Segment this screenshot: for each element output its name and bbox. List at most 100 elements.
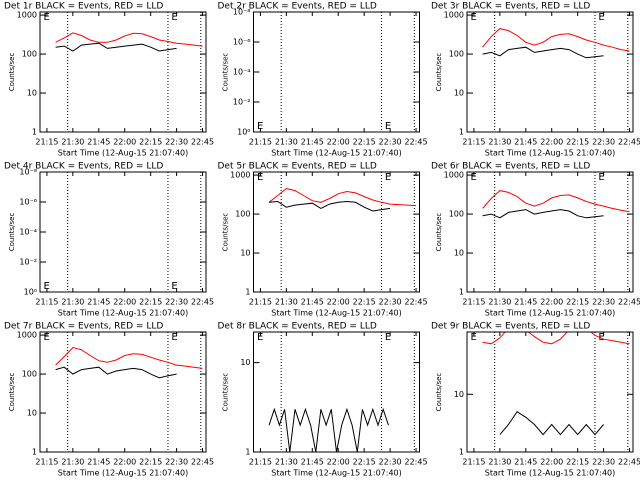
x-tick-label: 22:00 — [327, 298, 350, 307]
x-tick-label: 21:15 — [35, 298, 58, 307]
series-line — [55, 32, 203, 47]
panel-title: Det 8r BLACK = Events, RED = LLD — [218, 322, 377, 332]
x-tick-label: 22:30 — [592, 458, 615, 467]
y-tick-label: 10⁻⁶ — [19, 198, 37, 207]
x-tick-label: 22:00 — [327, 138, 350, 147]
panel: Det 9r BLACK = Events, RED = LLD Start Ti… — [431, 322, 640, 478]
panel: Det 2r BLACK = Events, RED = LLD Start Ti… — [218, 2, 428, 158]
panel-title: Det 2r BLACK = Events, RED = LLD — [218, 2, 377, 12]
series-line — [55, 346, 203, 369]
x-axis-label: Start Time (12-Aug-15 21:07:40) — [485, 149, 616, 158]
y-tick-label: 10 — [454, 249, 464, 258]
y-axis-label: Counts/sec — [435, 213, 443, 252]
x-tick-label: 21:30 — [488, 138, 511, 147]
y-axis-label: Counts/sec — [222, 53, 230, 92]
x-tick-label: 21:45 — [514, 138, 537, 147]
x-tick-label: 22:45 — [191, 458, 214, 467]
y-axis-label: Counts/sec — [8, 373, 16, 412]
x-tick-label: 21:15 — [462, 298, 485, 307]
event-marker: E — [470, 172, 476, 183]
event-marker: E — [598, 12, 604, 23]
y-tick-label: 10⁻⁶ — [233, 38, 251, 47]
event-marker: E — [43, 281, 49, 292]
plot-frame — [253, 171, 420, 293]
x-tick-label: 22:30 — [379, 138, 402, 147]
event-marker: E — [171, 12, 177, 23]
y-tick-label: 100 — [449, 210, 464, 219]
panel-title: Det 7r BLACK = Events, RED = LLD — [4, 322, 163, 332]
x-tick-label: 22:15 — [566, 298, 589, 307]
series-line — [482, 46, 604, 59]
y-tick-label: 1000 — [444, 11, 464, 20]
y-axis-label: Counts/sec — [8, 53, 16, 92]
y-tick-label: 10 — [240, 358, 250, 367]
y-tick-label: 10 — [27, 89, 37, 98]
plot-frame — [466, 331, 634, 453]
x-tick-label: 22:15 — [353, 298, 376, 307]
x-tick-label: 22:15 — [139, 298, 162, 307]
y-tick-label: 10⁻⁸ — [233, 8, 251, 17]
x-tick-label: 21:45 — [301, 458, 324, 467]
y-tick-label: 10 — [454, 390, 464, 399]
series-line — [482, 332, 630, 345]
x-tick-label: 22:00 — [540, 138, 563, 147]
x-tick-label: 22:15 — [566, 138, 589, 147]
event-marker: E — [171, 281, 177, 292]
x-tick-label: 21:45 — [301, 298, 324, 307]
x-axis-label: Start Time (12-Aug-15 21:07:40) — [271, 469, 402, 478]
x-tick-label: 21:30 — [275, 458, 298, 467]
x-tick-label: 22:30 — [165, 298, 188, 307]
y-axis-label: Counts/sec — [222, 213, 230, 252]
series-line — [482, 190, 630, 213]
y-tick-label: 10 — [240, 249, 250, 258]
x-tick-label: 21:45 — [87, 458, 110, 467]
x-tick-label: 22:15 — [139, 138, 162, 147]
x-tick-label: 22:45 — [618, 138, 640, 147]
y-axis-label: Counts/sec — [222, 373, 230, 412]
x-tick-label: 22:00 — [113, 298, 136, 307]
x-axis-label: Start Time (12-Aug-15 21:07:40) — [58, 309, 189, 318]
event-marker: E — [470, 332, 476, 343]
y-tick-label: 1 — [459, 448, 464, 457]
plot-frame — [253, 331, 420, 453]
y-axis-label: Counts/sec — [435, 53, 443, 92]
x-axis-label: Start Time (12-Aug-15 21:07:40) — [271, 149, 402, 158]
series-line — [482, 209, 604, 219]
y-tick-label: 10 — [27, 409, 37, 418]
y-tick-label: 10⁻⁴ — [19, 228, 37, 237]
x-tick-label: 22:45 — [618, 298, 640, 307]
x-tick-label: 22:45 — [191, 298, 214, 307]
event-marker: E — [257, 121, 263, 132]
event-marker: E — [43, 12, 49, 23]
event-marker: E — [257, 172, 263, 183]
x-tick-label: 21:15 — [249, 298, 272, 307]
x-tick-label: 21:45 — [514, 458, 537, 467]
x-tick-label: 22:15 — [566, 458, 589, 467]
x-tick-label: 21:30 — [275, 298, 298, 307]
series-line — [482, 28, 630, 52]
y-axis-label: Counts/sec — [435, 373, 443, 412]
plot-frame — [466, 171, 634, 293]
x-tick-label: 22:00 — [327, 458, 350, 467]
y-tick-label: 1000 — [17, 11, 37, 20]
y-tick-label: 10⁰ — [237, 128, 250, 137]
panel: Det 5r BLACK = Events, RED = LLD Start Ti… — [218, 162, 428, 318]
x-axis-label: Start Time (12-Aug-15 21:07:40) — [485, 469, 616, 478]
panel: Det 3r BLACK = Events, RED = LLD Start Ti… — [431, 2, 640, 158]
x-tick-label: 22:45 — [405, 458, 428, 467]
plot-frame — [253, 11, 420, 133]
x-tick-label: 22:45 — [405, 298, 428, 307]
y-tick-label: 100 — [22, 50, 37, 59]
panel: Det 7r BLACK = Events, RED = LLD Start Ti… — [4, 322, 214, 478]
panel-title: Det 3r BLACK = Events, RED = LLD — [431, 2, 590, 12]
y-tick-label: 1 — [245, 288, 250, 297]
y-tick-label: 10⁻² — [233, 98, 251, 107]
series-line — [268, 407, 389, 452]
x-tick-label: 21:45 — [301, 138, 324, 147]
event-marker: E — [385, 332, 391, 343]
event-marker: E — [43, 332, 49, 343]
y-tick-label: 1 — [459, 288, 464, 297]
x-axis-label: Start Time (12-Aug-15 21:07:40) — [58, 469, 189, 478]
event-marker: E — [470, 12, 476, 23]
panel-title: Det 6r BLACK = Events, RED = LLD — [431, 162, 590, 172]
